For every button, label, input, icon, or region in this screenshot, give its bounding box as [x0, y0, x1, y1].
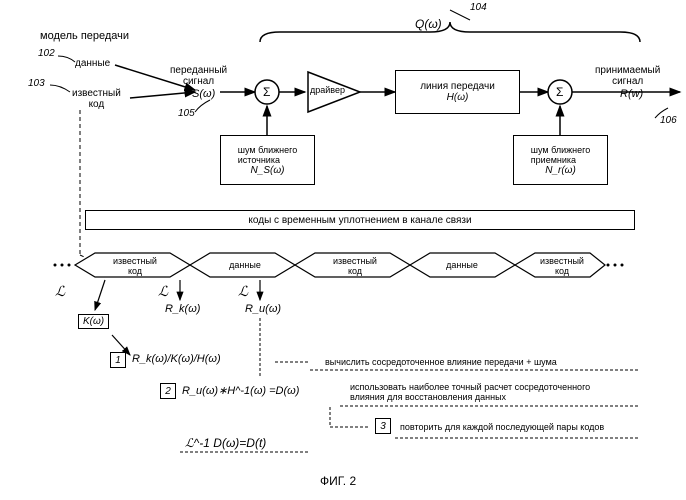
step-3-desc: повторить для каждой последующей пары ко…: [400, 422, 604, 432]
noise-receiver-sym: N_r(ω): [545, 165, 576, 176]
noise-receiver-label: шум ближнего приемника: [531, 145, 590, 165]
input-known-code-label: известный код: [72, 88, 121, 110]
ru-label: R_u(ω): [245, 303, 281, 315]
step-1-formula: R_k(ω)/K(ω)/H(ω): [132, 353, 221, 365]
ref-102: 102: [38, 48, 55, 59]
laplace-mark-1: ℒ: [158, 285, 168, 300]
ref-106: 106: [660, 115, 677, 126]
k-omega-label: K(ω): [83, 316, 104, 327]
inverse-formula: ℒ^-1 D(ω)=D(t): [185, 436, 266, 450]
step-2-desc: использовать наиболее точный расчет соср…: [350, 382, 590, 402]
laplace-mark-2: ℒ: [238, 285, 248, 300]
step-2-formula: R_u(ω)∗H^-1(ω) =D(ω): [182, 384, 299, 397]
noise-source-sym: N_S(ω): [251, 165, 285, 176]
ref-105: 105: [178, 108, 195, 119]
tdm-channel-label: коды с временным уплотнением в канале св…: [248, 215, 471, 226]
laplace-mark-0: ℒ: [55, 285, 65, 300]
timeline-item-3: данные: [432, 260, 492, 270]
tdm-channel-box: коды с временным уплотнением в канале св…: [85, 210, 635, 230]
timeline-item-1: данные: [215, 260, 275, 270]
sum2-symbol: Σ: [556, 86, 563, 99]
k-omega-box: K(ω): [78, 314, 109, 329]
figure-caption: ФИГ. 2: [320, 475, 356, 488]
driver-label: драйвер: [310, 86, 345, 96]
timeline-item-0: известный код: [100, 256, 170, 276]
transmission-line-box: линия передачи H(ω): [395, 70, 520, 114]
tx-signal-label: переданный сигнал: [170, 65, 227, 87]
noise-receiver-box: шум ближнего приемника N_r(ω): [513, 135, 608, 185]
timeline-item-4: известный код: [532, 256, 592, 276]
ref-103: 103: [28, 78, 45, 89]
rx-signal-label: принимаемый сигнал: [595, 65, 660, 87]
transmission-line-sym: H(ω): [447, 92, 469, 103]
diagram-title: модель передачи: [40, 30, 129, 42]
q-omega-label: Q(ω): [415, 18, 442, 31]
transmission-line-label: линия передачи: [420, 81, 495, 92]
step-1-num: 1: [110, 352, 126, 368]
tx-signal-sym: S(ω): [192, 88, 215, 100]
step-1-desc: вычислить сосредоточенное влияние переда…: [325, 357, 557, 367]
step-3-num: 3: [375, 418, 391, 434]
rk-label: R_k(ω): [165, 303, 200, 315]
noise-source-box: шум ближнего источника N_S(ω): [220, 135, 315, 185]
step-2-num: 2: [160, 383, 176, 399]
input-data-label: данные: [75, 58, 110, 69]
timeline-item-2: известный код: [320, 256, 390, 276]
noise-source-label: шум ближнего источника: [238, 145, 297, 165]
sum1-symbol: Σ: [263, 86, 270, 99]
rx-signal-sym: R(w): [620, 88, 643, 100]
ref-104: 104: [470, 2, 487, 13]
